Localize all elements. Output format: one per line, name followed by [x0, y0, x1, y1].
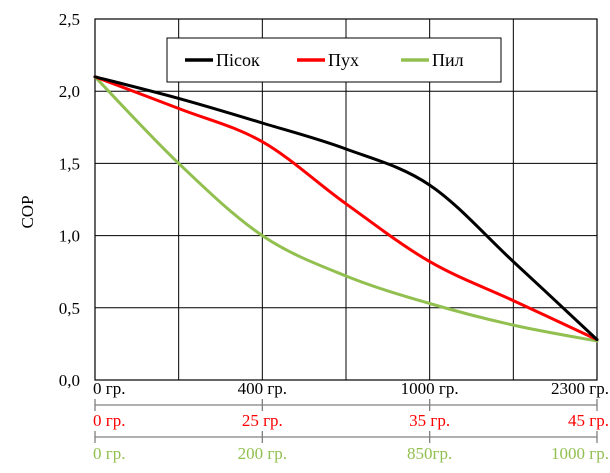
legend-entry: Пісок — [216, 50, 260, 70]
x-scale-label: 400 гр. — [238, 379, 287, 398]
y-tick-label: 1,0 — [59, 227, 80, 246]
x-scale-label: 45 гр. — [568, 411, 609, 430]
x-scale-label: 1000 гр. — [551, 444, 609, 463]
x-scale-label: 1000 гр. — [401, 379, 459, 398]
y-tick-label: 1,5 — [59, 154, 80, 173]
x-scale-label: 0 гр. — [93, 444, 125, 463]
series-line — [93, 75, 599, 342]
x-scale-label: 2300 гр. — [551, 379, 609, 398]
legend: Пісок Пух Пил — [166, 37, 502, 83]
x-scale-label: 0 гр. — [93, 411, 125, 430]
x-scale-label: 25 гр. — [242, 411, 283, 430]
y-tick-label: 0,0 — [59, 371, 80, 390]
x-scale-label: 850гр. — [407, 444, 452, 463]
legend-entry: Пил — [432, 50, 464, 70]
x-scale-label: 35 гр. — [409, 411, 450, 430]
x-scales: 0 гр. 400 гр. 1000 гр. 2300 гр. 0 гр. 25 гр. 3… — [93, 379, 609, 463]
y-tick-label: 2,5 — [59, 10, 80, 29]
y-tick-labels: 0,0 0,5 1,0 1,5 2,0 2,5 — [59, 10, 80, 390]
y-tick-label: 2,0 — [59, 82, 80, 101]
legend-box — [166, 37, 502, 83]
series-line — [93, 75, 599, 342]
x-scale-label: 200 гр. — [238, 444, 287, 463]
y-axis-label: СОР — [18, 195, 37, 228]
series-lines — [93, 75, 599, 343]
y-tick-label: 0,5 — [59, 299, 80, 318]
series-line — [93, 75, 599, 343]
legend-entry: Пух — [328, 50, 359, 70]
x-scale-label: 0 гр. — [93, 379, 125, 398]
